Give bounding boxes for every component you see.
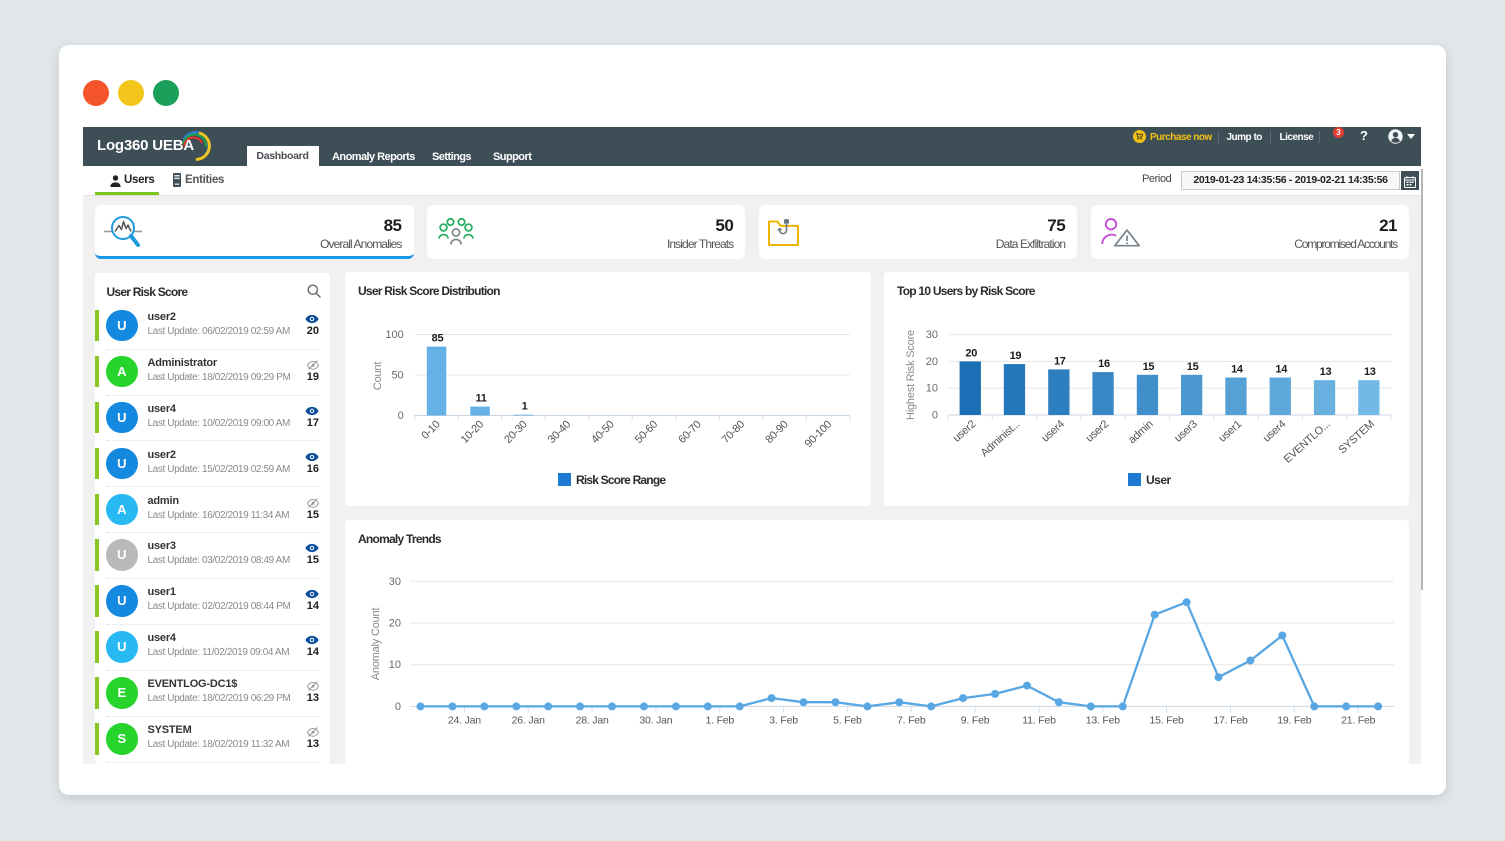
svg-text:15: 15: [1143, 361, 1155, 373]
svg-text:70-80: 70-80: [720, 419, 747, 446]
svg-text:0: 0: [932, 410, 938, 422]
svg-text:0: 0: [395, 701, 401, 713]
svg-text:28. Jan: 28. Jan: [576, 714, 609, 726]
svg-text:SYSTEM: SYSTEM: [1336, 418, 1376, 456]
svg-text:17: 17: [1054, 355, 1066, 367]
svg-text:1. Feb: 1. Feb: [706, 714, 735, 726]
svg-text:50-60: 50-60: [633, 419, 660, 446]
svg-text:90-100: 90-100: [803, 419, 835, 451]
svg-text:10-20: 10-20: [459, 419, 486, 446]
svg-text:1: 1: [522, 401, 528, 413]
svg-text:50: 50: [391, 370, 403, 382]
svg-text:30-40: 30-40: [546, 419, 573, 446]
svg-text:20: 20: [389, 618, 401, 630]
svg-text:User: User: [1146, 473, 1172, 487]
svg-text:20: 20: [926, 356, 938, 368]
svg-text:user3: user3: [1172, 418, 1199, 444]
svg-text:30: 30: [926, 329, 938, 341]
svg-text:Highest Risk Score: Highest Risk Score: [905, 330, 917, 420]
svg-text:14: 14: [1275, 364, 1288, 376]
svg-text:EVENTLO...: EVENTLO...: [1282, 418, 1333, 466]
svg-text:15: 15: [1187, 361, 1199, 373]
svg-text:user4: user4: [1039, 418, 1066, 444]
svg-text:0: 0: [398, 410, 404, 422]
svg-text:user2: user2: [1084, 418, 1111, 444]
svg-text:15. Feb: 15. Feb: [1149, 714, 1184, 726]
svg-text:17. Feb: 17. Feb: [1213, 714, 1248, 726]
svg-text:user1: user1: [1217, 418, 1244, 444]
svg-text:13. Feb: 13. Feb: [1086, 714, 1121, 726]
svg-text:30. Jan: 30. Jan: [639, 714, 672, 726]
svg-text:Count: Count: [372, 362, 384, 390]
svg-text:20: 20: [965, 347, 977, 359]
svg-text:9. Feb: 9. Feb: [961, 714, 990, 726]
svg-text:10: 10: [926, 383, 938, 395]
svg-text:11. Feb: 11. Feb: [1022, 714, 1056, 726]
svg-text:user4: user4: [1261, 418, 1288, 444]
svg-text:30: 30: [389, 576, 401, 588]
svg-text:10: 10: [389, 659, 401, 671]
svg-text:24. Jan: 24. Jan: [448, 714, 481, 726]
svg-text:19: 19: [1010, 350, 1022, 362]
svg-text:0-10: 0-10: [419, 419, 442, 442]
svg-text:Administ...: Administ...: [979, 418, 1023, 459]
svg-text:20-30: 20-30: [502, 419, 529, 446]
svg-text:40-50: 40-50: [589, 419, 616, 446]
svg-text:Anomaly Count: Anomaly Count: [370, 608, 382, 681]
svg-text:100: 100: [385, 329, 403, 341]
svg-text:11: 11: [475, 393, 486, 405]
svg-text:5. Feb: 5. Feb: [833, 714, 862, 726]
svg-text:19. Feb: 19. Feb: [1277, 714, 1312, 726]
svg-text:admin: admin: [1126, 418, 1155, 446]
svg-text:user2: user2: [951, 418, 978, 444]
svg-text:13: 13: [1364, 366, 1376, 378]
svg-text:13: 13: [1320, 366, 1332, 378]
svg-text:21. Feb: 21. Feb: [1341, 714, 1376, 726]
svg-text:16: 16: [1098, 358, 1110, 370]
svg-text:7. Feb: 7. Feb: [897, 714, 926, 726]
svg-text:14: 14: [1231, 364, 1244, 376]
svg-text:3. Feb: 3. Feb: [769, 714, 798, 726]
svg-text:80-90: 80-90: [763, 419, 790, 446]
svg-text:60-70: 60-70: [676, 419, 703, 446]
svg-text:26. Jan: 26. Jan: [512, 714, 545, 726]
svg-text:85: 85: [432, 333, 444, 345]
svg-text:Risk Score Range: Risk Score Range: [576, 473, 666, 487]
